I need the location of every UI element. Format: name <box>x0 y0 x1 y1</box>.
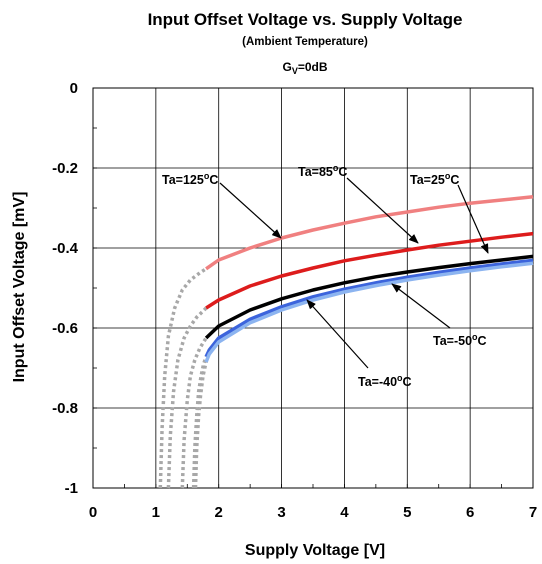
series-ta-25-c-extrapolated <box>180 337 208 489</box>
x-tick-label: 4 <box>340 504 349 521</box>
y-axis-label: Input Offset Voltage [mV] <box>11 192 28 383</box>
y-tick-label: -0.8 <box>52 400 78 417</box>
series-ta-50-c-extrapolated <box>193 361 208 489</box>
annotation-arrow-ta-50-c <box>391 283 451 329</box>
grid <box>93 88 533 488</box>
gain-condition: GV=0dB <box>282 60 327 76</box>
plot-area <box>92 87 534 489</box>
y-tick-label: -0.6 <box>52 320 78 337</box>
series-ta-85-c-line <box>205 231 534 310</box>
y-tick-label: -0.2 <box>52 160 78 177</box>
annotation-ta-125-c: Ta=125oC <box>162 171 218 187</box>
annotation-ta-50-c: Ta=-50oC <box>433 332 487 348</box>
axis-ticks: 0 1 2 3 4 5 6 7 0 -0.2 -0.4 -0.6 -0.8 -1 <box>52 80 537 521</box>
series-ta-85-c-extrapolated <box>166 306 208 489</box>
chart-subtitle: (Ambient Temperature) <box>242 36 368 48</box>
x-tick-label: 0 <box>89 504 97 521</box>
y-tick-label: -0.4 <box>52 240 79 257</box>
annotation-arrow-ta-85-c <box>346 177 419 244</box>
x-tick-label: 5 <box>403 504 411 521</box>
series-ta-40-c-extrapolated <box>191 356 208 489</box>
series-ta-50-c-line <box>204 261 534 363</box>
gain-prefix: G <box>282 60 291 74</box>
annotation-ta-25-c: Ta=25oC <box>410 171 459 187</box>
x-tick-label: 6 <box>466 504 474 521</box>
annotation-ta-85-c: Ta=85oC <box>298 163 347 179</box>
gain-suffix: =0dB <box>298 60 328 74</box>
y-tick-label: 0 <box>70 80 78 97</box>
annotation-ta-40-c: Ta=-40oC <box>358 373 412 389</box>
annotation-arrow-ta-40-c <box>306 299 369 369</box>
annotation-arrow-ta-25-c <box>457 184 489 254</box>
x-tick-label: 1 <box>152 504 160 521</box>
series-ta-25-c-line <box>204 254 534 340</box>
series-ta-125-c-extrapolated <box>158 267 208 489</box>
x-axis-label: Supply Voltage [V] <box>245 542 385 559</box>
gain-subscript: V <box>292 66 298 76</box>
series-lines <box>158 195 534 489</box>
y-tick-label: -1 <box>65 480 78 497</box>
chart-title: Input Offset Voltage vs. Supply Voltage <box>148 10 463 29</box>
x-tick-label: 7 <box>529 504 537 521</box>
series-ta-40-c-line <box>204 258 534 358</box>
x-tick-label: 3 <box>277 504 285 521</box>
series-annotations: Ta=125oC Ta=85oC Ta=25oC Ta=-50oC Ta=-40oC <box>162 163 489 389</box>
x-tick-label: 2 <box>215 504 223 521</box>
series-ta-125-c-line <box>205 195 534 271</box>
annotation-arrow-ta-125-c <box>219 182 282 239</box>
